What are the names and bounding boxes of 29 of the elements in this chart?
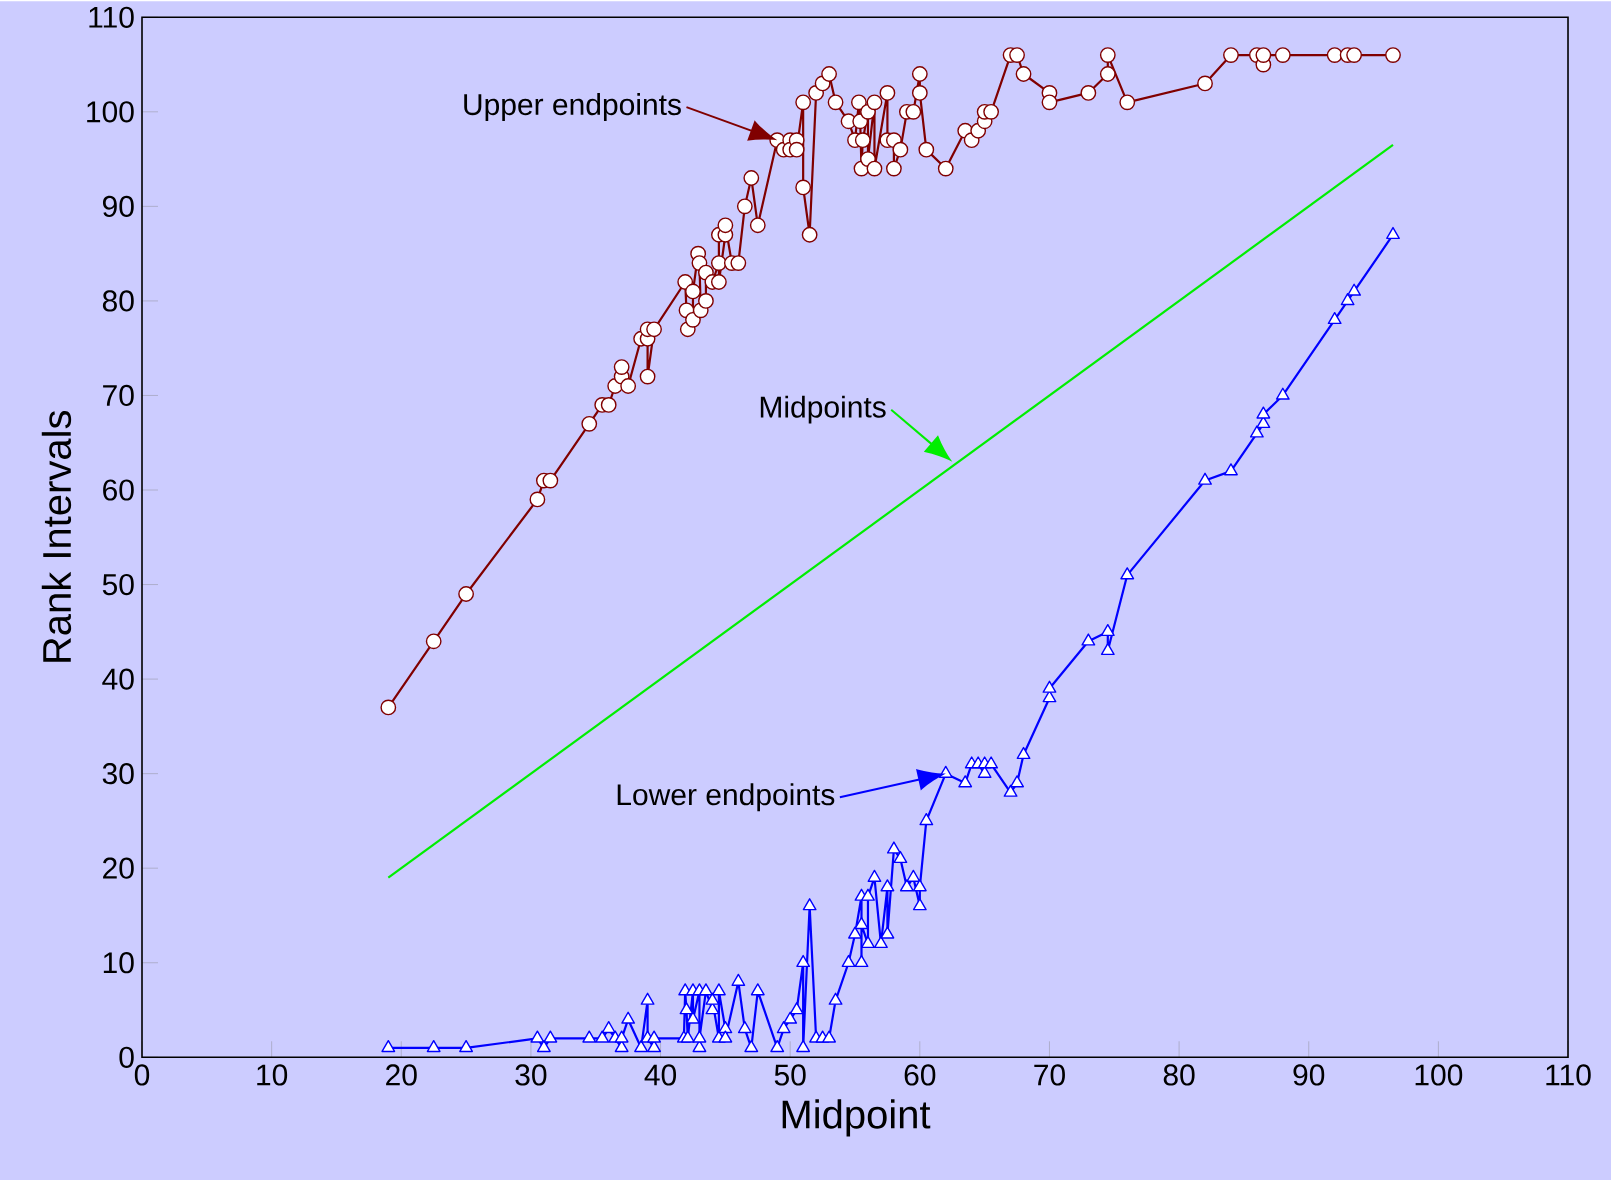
y-tick-label: 90 xyxy=(102,195,134,217)
x-tick-label: 70 xyxy=(1034,1064,1065,1086)
y-tick-label: 20 xyxy=(103,857,134,879)
x-tick-label: 60 xyxy=(904,1064,936,1086)
y-tick-label: 30 xyxy=(102,762,134,785)
annotation: Upper endpoints xyxy=(464,92,681,121)
x-tick-label: 20 xyxy=(386,1064,417,1086)
annotation: Midpoints xyxy=(760,395,886,424)
annotation: Lower endpoints xyxy=(617,783,835,812)
y-tick-label: 110 xyxy=(89,6,134,28)
x-tick-label: 40 xyxy=(644,1064,677,1086)
x-tick-label: 100 xyxy=(1415,1064,1463,1086)
x-tick-label: 110 xyxy=(1546,1064,1591,1086)
x-tick-label: 10 xyxy=(257,1064,288,1086)
x-axis-title: Midpoint xyxy=(782,1099,931,1137)
x-tick-label: 0 xyxy=(134,1064,150,1086)
y-tick-label: 60 xyxy=(103,479,134,501)
y-tick-label: 0 xyxy=(119,1046,134,1068)
x-tick-label: 80 xyxy=(1163,1064,1195,1086)
y-tick-label: 50 xyxy=(102,573,134,596)
y-tick-label: 10 xyxy=(103,951,134,974)
y-tick-label: 80 xyxy=(102,290,134,312)
x-tick-label: 50 xyxy=(774,1064,806,1086)
x-tick-label: 30 xyxy=(515,1064,547,1086)
y-axis-title: Rank Intervals xyxy=(41,410,72,662)
y-tick-label: 70 xyxy=(103,384,134,406)
y-tick-label: 40 xyxy=(102,668,134,690)
y-tick-label: 100 xyxy=(87,101,134,123)
x-tick-label: 90 xyxy=(1293,1064,1325,1086)
